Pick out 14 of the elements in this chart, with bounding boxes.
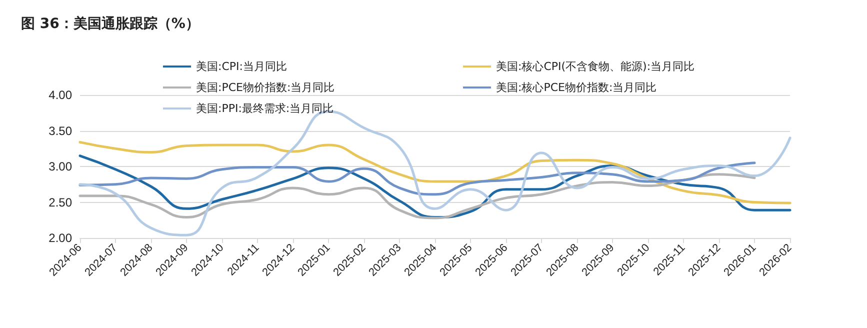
legend-label: 美国:核心CPI(不含食物、能源):当月同比 [496,60,695,73]
legend-label: 美国:CPI:当月同比 [196,60,287,73]
y-tick-label: 2.50 [48,195,72,210]
legend-label: 美国:核心PCE物价指数:当月同比 [496,81,657,94]
y-tick-label: 2.00 [48,231,72,245]
y-tick-label: 3.00 [48,160,72,174]
line-series [78,140,792,204]
chart-title: 图 36：美国通胀跟踪（%） [21,15,200,32]
line-series [78,173,756,220]
y-tick-label: 4.00 [48,88,72,102]
y-tick-label: 3.50 [48,124,72,138]
legend-label: 美国:PCE物价指数:当月同比 [196,81,335,94]
line-series [78,162,756,196]
legend-label: 美国:PPI:最终需求:当月同比 [196,102,334,115]
